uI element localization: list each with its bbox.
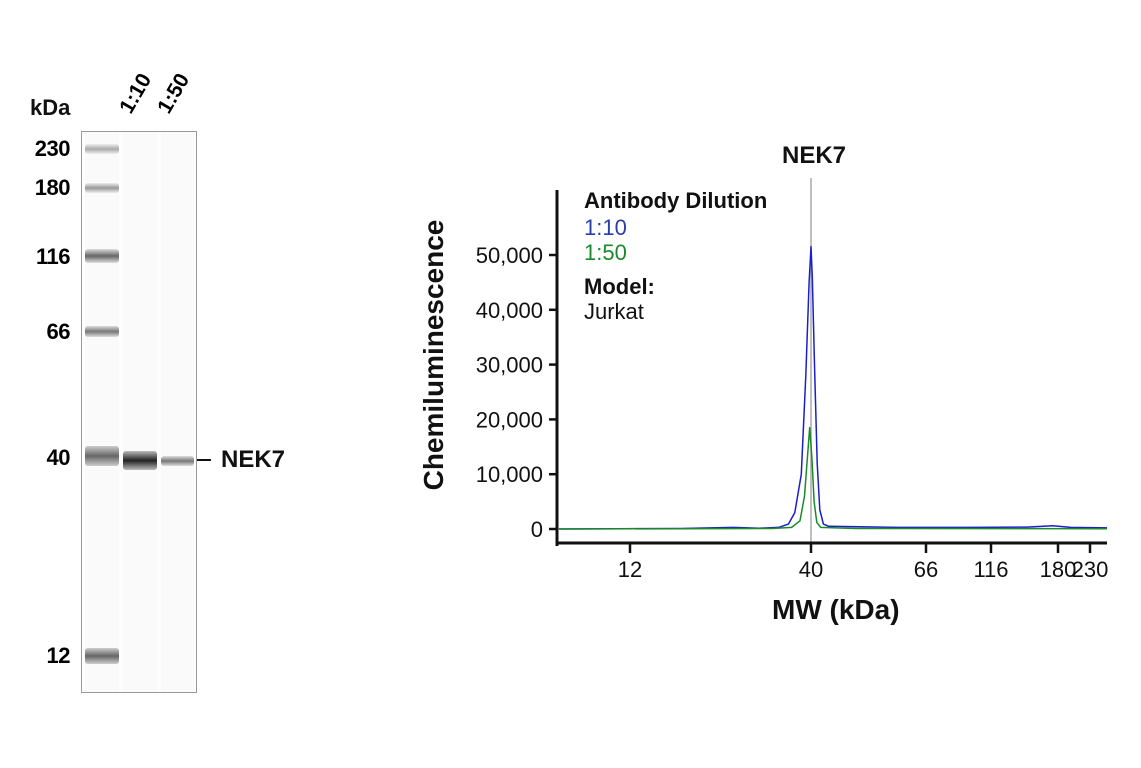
x-tick-label: 180 bbox=[1040, 557, 1077, 582]
legend-item-1-10: 1:10 bbox=[584, 215, 627, 240]
x-tick-label: 230 bbox=[1072, 557, 1109, 582]
x-tick-label: 40 bbox=[799, 557, 823, 582]
y-tick-label: 40,000 bbox=[476, 298, 543, 323]
marker-label: 116 bbox=[36, 244, 71, 269]
ladder-band bbox=[85, 648, 119, 664]
y-tick-label: 50,000 bbox=[476, 243, 543, 268]
sample-lane bbox=[161, 132, 194, 692]
kda-label: kDa bbox=[30, 95, 71, 120]
marker-label: 180 bbox=[34, 175, 71, 200]
nek7-band bbox=[123, 451, 157, 470]
ladder-band bbox=[85, 183, 119, 193]
nek7-band bbox=[161, 456, 194, 466]
x-tick-label: 12 bbox=[618, 557, 642, 582]
marker-label: 12 bbox=[46, 643, 71, 668]
ladder-band bbox=[85, 326, 119, 337]
target-pointer-line bbox=[197, 459, 211, 461]
y-tick-label: 0 bbox=[531, 517, 543, 542]
marker-label: 230 bbox=[34, 136, 71, 161]
model-value: Jurkat bbox=[584, 299, 644, 324]
y-axis-label: Chemiluminescence bbox=[418, 219, 449, 491]
ladder-lane bbox=[85, 132, 119, 692]
ladder-band bbox=[85, 144, 119, 154]
blot-image bbox=[81, 131, 197, 693]
model-label: Model: bbox=[584, 274, 655, 299]
y-tick-label: 10,000 bbox=[476, 462, 543, 487]
ladder-band bbox=[85, 249, 119, 263]
x-tick-label: 116 bbox=[973, 557, 1008, 582]
marker-label: 40 bbox=[46, 445, 71, 470]
ladder-band bbox=[85, 446, 119, 466]
y-tick-label: 30,000 bbox=[476, 353, 543, 378]
series-line-1-50 bbox=[558, 426, 1108, 530]
x-tick-label: 66 bbox=[914, 557, 938, 582]
marker-label: 66 bbox=[46, 319, 71, 344]
legend-item-1-50: 1:50 bbox=[584, 240, 627, 265]
legend-title: Antibody Dilution bbox=[584, 188, 768, 213]
chart-title: NEK7 bbox=[782, 142, 847, 169]
target-label: NEK7 bbox=[221, 446, 286, 473]
y-tick-label: 20,000 bbox=[476, 407, 543, 432]
x-axis-label: MW (kDa) bbox=[772, 594, 900, 625]
sample-lane bbox=[123, 132, 157, 692]
